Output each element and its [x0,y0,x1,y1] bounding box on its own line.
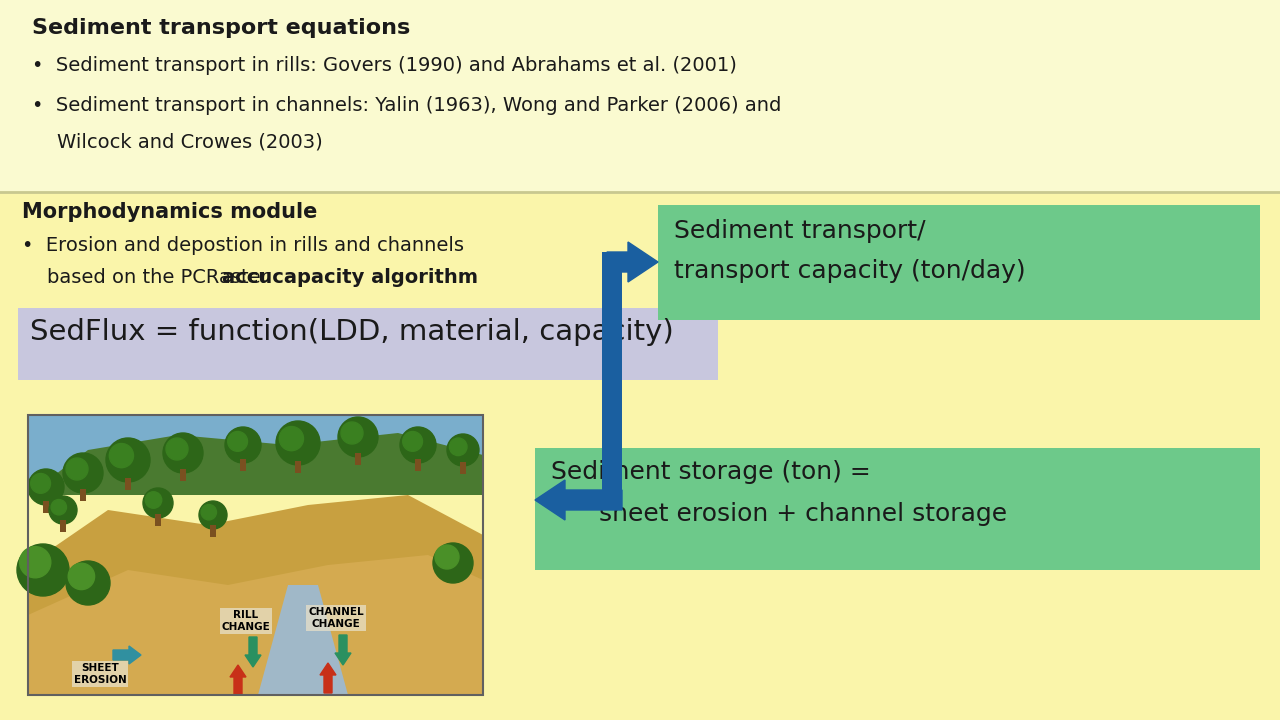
Circle shape [198,501,227,529]
Circle shape [28,469,64,505]
Bar [155,514,161,526]
FancyBboxPatch shape [658,205,1260,320]
Bar [180,469,186,481]
Circle shape [67,458,88,480]
Bar [44,501,49,513]
Circle shape [225,427,261,463]
FancyBboxPatch shape [0,0,1280,192]
Circle shape [109,444,133,468]
FancyBboxPatch shape [18,308,718,380]
Bar [355,453,361,465]
Circle shape [276,421,320,465]
FancyArrow shape [335,635,351,665]
FancyArrow shape [113,646,141,664]
Circle shape [17,544,69,596]
Text: •  Erosion and depostion in rills and channels: • Erosion and depostion in rills and cha… [22,236,465,255]
Polygon shape [28,433,483,495]
FancyBboxPatch shape [0,192,1280,720]
Text: Sediment transport/: Sediment transport/ [675,219,925,243]
Text: Morphodynamics module: Morphodynamics module [22,202,317,222]
Bar [79,489,86,501]
Text: SHEET
EROSION: SHEET EROSION [74,663,127,685]
Circle shape [228,431,247,451]
Text: RILL
CHANGE: RILL CHANGE [221,610,270,631]
Text: Wilcock and Crowes (2003): Wilcock and Crowes (2003) [32,132,323,151]
Polygon shape [28,495,483,695]
FancyArrow shape [535,480,622,520]
Circle shape [399,427,436,463]
Circle shape [340,422,364,444]
Circle shape [163,433,204,473]
Text: based on the PCRaster: based on the PCRaster [22,268,275,287]
Circle shape [403,431,422,451]
Circle shape [166,438,188,460]
Bar [602,252,622,272]
FancyArrow shape [230,665,246,695]
Text: SedFlux = function(LDD, material, capacity): SedFlux = function(LDD, material, capaci… [29,318,673,346]
Circle shape [433,543,474,583]
Circle shape [31,474,50,493]
FancyArrow shape [607,242,658,282]
Text: •  Sediment transport in rills: Govers (1990) and Abrahams et al. (2001): • Sediment transport in rills: Govers (1… [32,56,737,75]
Circle shape [449,438,467,456]
Bar [602,262,622,500]
Circle shape [435,545,460,569]
FancyArrow shape [320,663,335,693]
Bar [415,459,421,471]
Circle shape [338,417,378,457]
FancyBboxPatch shape [28,415,483,495]
Text: sheet erosion + channel storage: sheet erosion + channel storage [550,502,1007,526]
Text: accucapacity algorithm: accucapacity algorithm [221,268,477,287]
Polygon shape [259,585,348,695]
Circle shape [49,496,77,524]
Circle shape [106,438,150,482]
Circle shape [67,561,110,605]
Bar [60,520,67,532]
Text: Sediment transport equations: Sediment transport equations [32,18,411,38]
Circle shape [63,453,102,493]
Bar [460,462,466,474]
FancyArrow shape [244,637,261,667]
Circle shape [68,563,95,590]
Circle shape [19,546,51,577]
Text: transport capacity (ton/day): transport capacity (ton/day) [675,259,1025,283]
Circle shape [201,505,216,520]
Bar [210,525,216,537]
FancyBboxPatch shape [535,448,1260,570]
Bar [125,478,131,490]
Circle shape [447,434,479,466]
Polygon shape [28,555,483,695]
Text: •  Sediment transport in channels: Yalin (1963), Wong and Parker (2006) and: • Sediment transport in channels: Yalin … [32,96,781,115]
Circle shape [51,500,67,515]
Circle shape [143,488,173,518]
Bar [241,459,246,471]
Circle shape [145,492,161,508]
Bar [294,461,301,473]
Text: Sediment storage (ton) =: Sediment storage (ton) = [550,460,870,484]
Text: CHANNEL
CHANGE: CHANNEL CHANGE [308,607,364,629]
Circle shape [279,426,303,451]
